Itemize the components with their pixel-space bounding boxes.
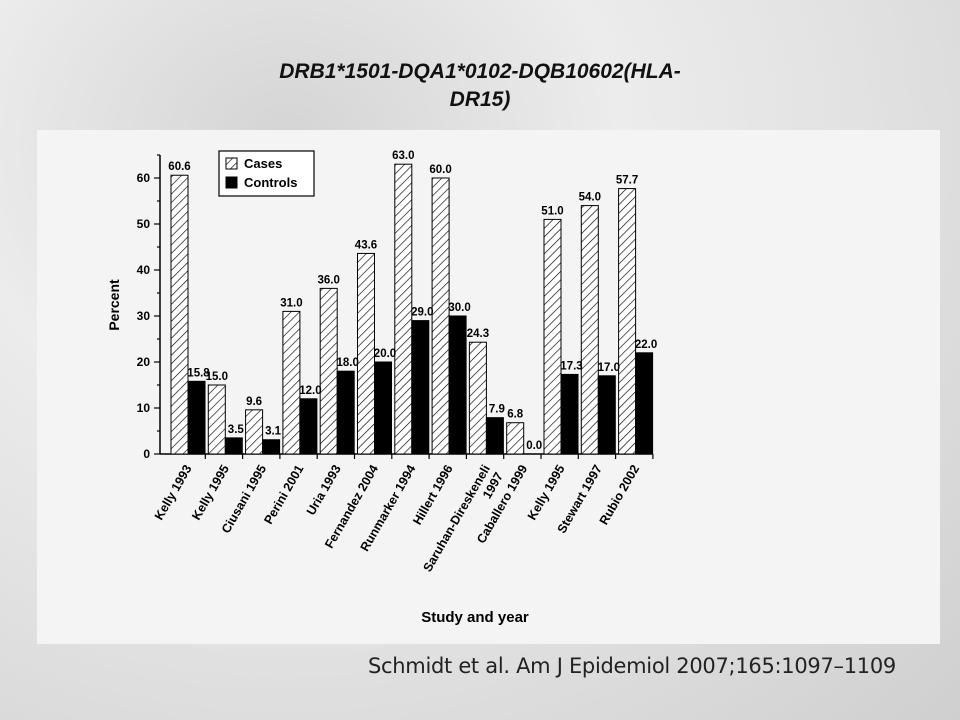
bar-cases xyxy=(431,177,450,455)
bar-cases xyxy=(394,163,413,455)
data-label-controls: 3.5 xyxy=(228,424,245,436)
data-label-controls: 30.0 xyxy=(448,302,470,314)
data-label-cases: 36.0 xyxy=(318,274,340,286)
data-label-cases: 60.0 xyxy=(429,164,451,176)
chart-legend: Cases Controls xyxy=(218,150,315,197)
bar-cases xyxy=(468,341,487,455)
legend-swatch-controls xyxy=(225,176,238,189)
citation: Schmidt et al. Am J Epidemiol 2007;165:1… xyxy=(368,654,896,678)
bar-cases xyxy=(618,188,637,455)
bar-controls xyxy=(485,417,504,455)
data-label-controls: 15.8 xyxy=(187,367,210,379)
bar-cases xyxy=(170,174,189,455)
data-label-controls: 3.1 xyxy=(265,426,282,438)
data-label-cases: 31.0 xyxy=(280,297,302,309)
chart-bars xyxy=(170,163,654,455)
data-label-controls: 29.0 xyxy=(411,307,433,319)
legend-swatch-cases xyxy=(225,157,238,170)
y-tick-label: 40 xyxy=(137,263,151,277)
bar-cases xyxy=(319,287,338,455)
legend-label-cases: Cases xyxy=(244,156,282,171)
y-tick-label: 10 xyxy=(137,401,151,415)
x-tick-label: Rubio 2002 xyxy=(597,462,642,527)
data-label-controls: 0.0 xyxy=(526,440,542,452)
x-tick-label-line: Rubio 2002 xyxy=(597,462,642,527)
chart-title: DRB1*1501-DQA1*0102-DQB10602(HLA- DR15) xyxy=(220,58,740,114)
y-tick-label: 50 xyxy=(137,217,151,231)
bar-controls xyxy=(448,315,467,455)
x-tick-label-line: Kelly 1995 xyxy=(525,462,568,522)
data-label-cases: 63.0 xyxy=(392,150,414,162)
chart-data-labels: 60.6 15.815.0 3.5 9.6 3.1 31.0 12.0 36.0 18.0 43.… xyxy=(168,150,657,452)
bar-cases xyxy=(580,205,599,455)
data-label-controls: 12.0 xyxy=(299,385,321,397)
bar-controls xyxy=(224,437,243,455)
data-label-cases: 43.6 xyxy=(355,239,377,251)
data-label-controls: 17.0 xyxy=(598,362,620,374)
x-axis-label: Study and year xyxy=(421,609,529,626)
bar-cases xyxy=(543,218,562,455)
x-tick-label-line: Saruhan-Direskeneli xyxy=(420,463,493,575)
data-label-cases: 9.6 xyxy=(246,396,262,408)
data-label-controls: 20.0 xyxy=(374,348,396,360)
bar-cases xyxy=(357,252,375,455)
data-label-cases: 51.0 xyxy=(541,205,563,217)
x-tick-label-line: Kelly 1995 xyxy=(189,462,232,522)
bar-controls xyxy=(187,380,206,455)
data-label-cases: 60.6 xyxy=(168,161,190,173)
chart-title-line1: DRB1*1501-DQA1*0102-DQB10602(HLA- xyxy=(279,60,681,83)
x-tick-label: Kelly 1993 xyxy=(152,462,195,522)
chart-title-line2: DR15) xyxy=(449,88,511,111)
bar-controls xyxy=(374,361,392,455)
y-tick-label: 0 xyxy=(143,447,150,461)
data-label-controls: 18.0 xyxy=(337,357,359,369)
y-axis-label: Percent xyxy=(106,279,122,331)
legend-label-controls: Controls xyxy=(244,175,297,190)
bar-controls xyxy=(635,352,654,455)
y-tick-label: 20 xyxy=(137,355,151,369)
bar-cases xyxy=(207,384,226,455)
bar-controls xyxy=(299,398,318,455)
y-tick-label: 30 xyxy=(137,309,151,323)
data-label-cases: 6.8 xyxy=(507,409,524,421)
data-label-controls: 7.9 xyxy=(489,404,505,416)
x-tick-label: Kelly 1995 xyxy=(525,462,568,522)
bar-controls xyxy=(597,375,616,455)
data-label-cases: 24.3 xyxy=(467,328,489,340)
bar-cases xyxy=(245,409,264,455)
x-tick-label: Kelly 1995 xyxy=(189,462,232,522)
x-tick-label-line: Kelly 1993 xyxy=(152,462,195,522)
data-label-controls: 22.0 xyxy=(635,339,657,351)
bar-cases xyxy=(282,310,301,455)
bar-controls xyxy=(336,370,355,455)
x-tick-label: Perini 2001 xyxy=(261,462,306,526)
x-tick-label: Uria 1993 xyxy=(304,462,344,517)
x-tick-label-line: Uria 1993 xyxy=(304,462,344,517)
data-label-cases: 15.0 xyxy=(206,371,228,383)
bar-cases xyxy=(506,422,525,455)
data-label-controls: 17.3 xyxy=(560,360,582,372)
bar-controls xyxy=(411,320,430,455)
y-tick-label: 60 xyxy=(137,171,151,185)
data-label-cases: 57.7 xyxy=(616,175,638,187)
bar-controls xyxy=(262,439,281,455)
bar-controls xyxy=(560,373,579,455)
x-tick-label-line: Perini 2001 xyxy=(261,462,306,526)
data-label-cases: 54.0 xyxy=(579,192,601,204)
